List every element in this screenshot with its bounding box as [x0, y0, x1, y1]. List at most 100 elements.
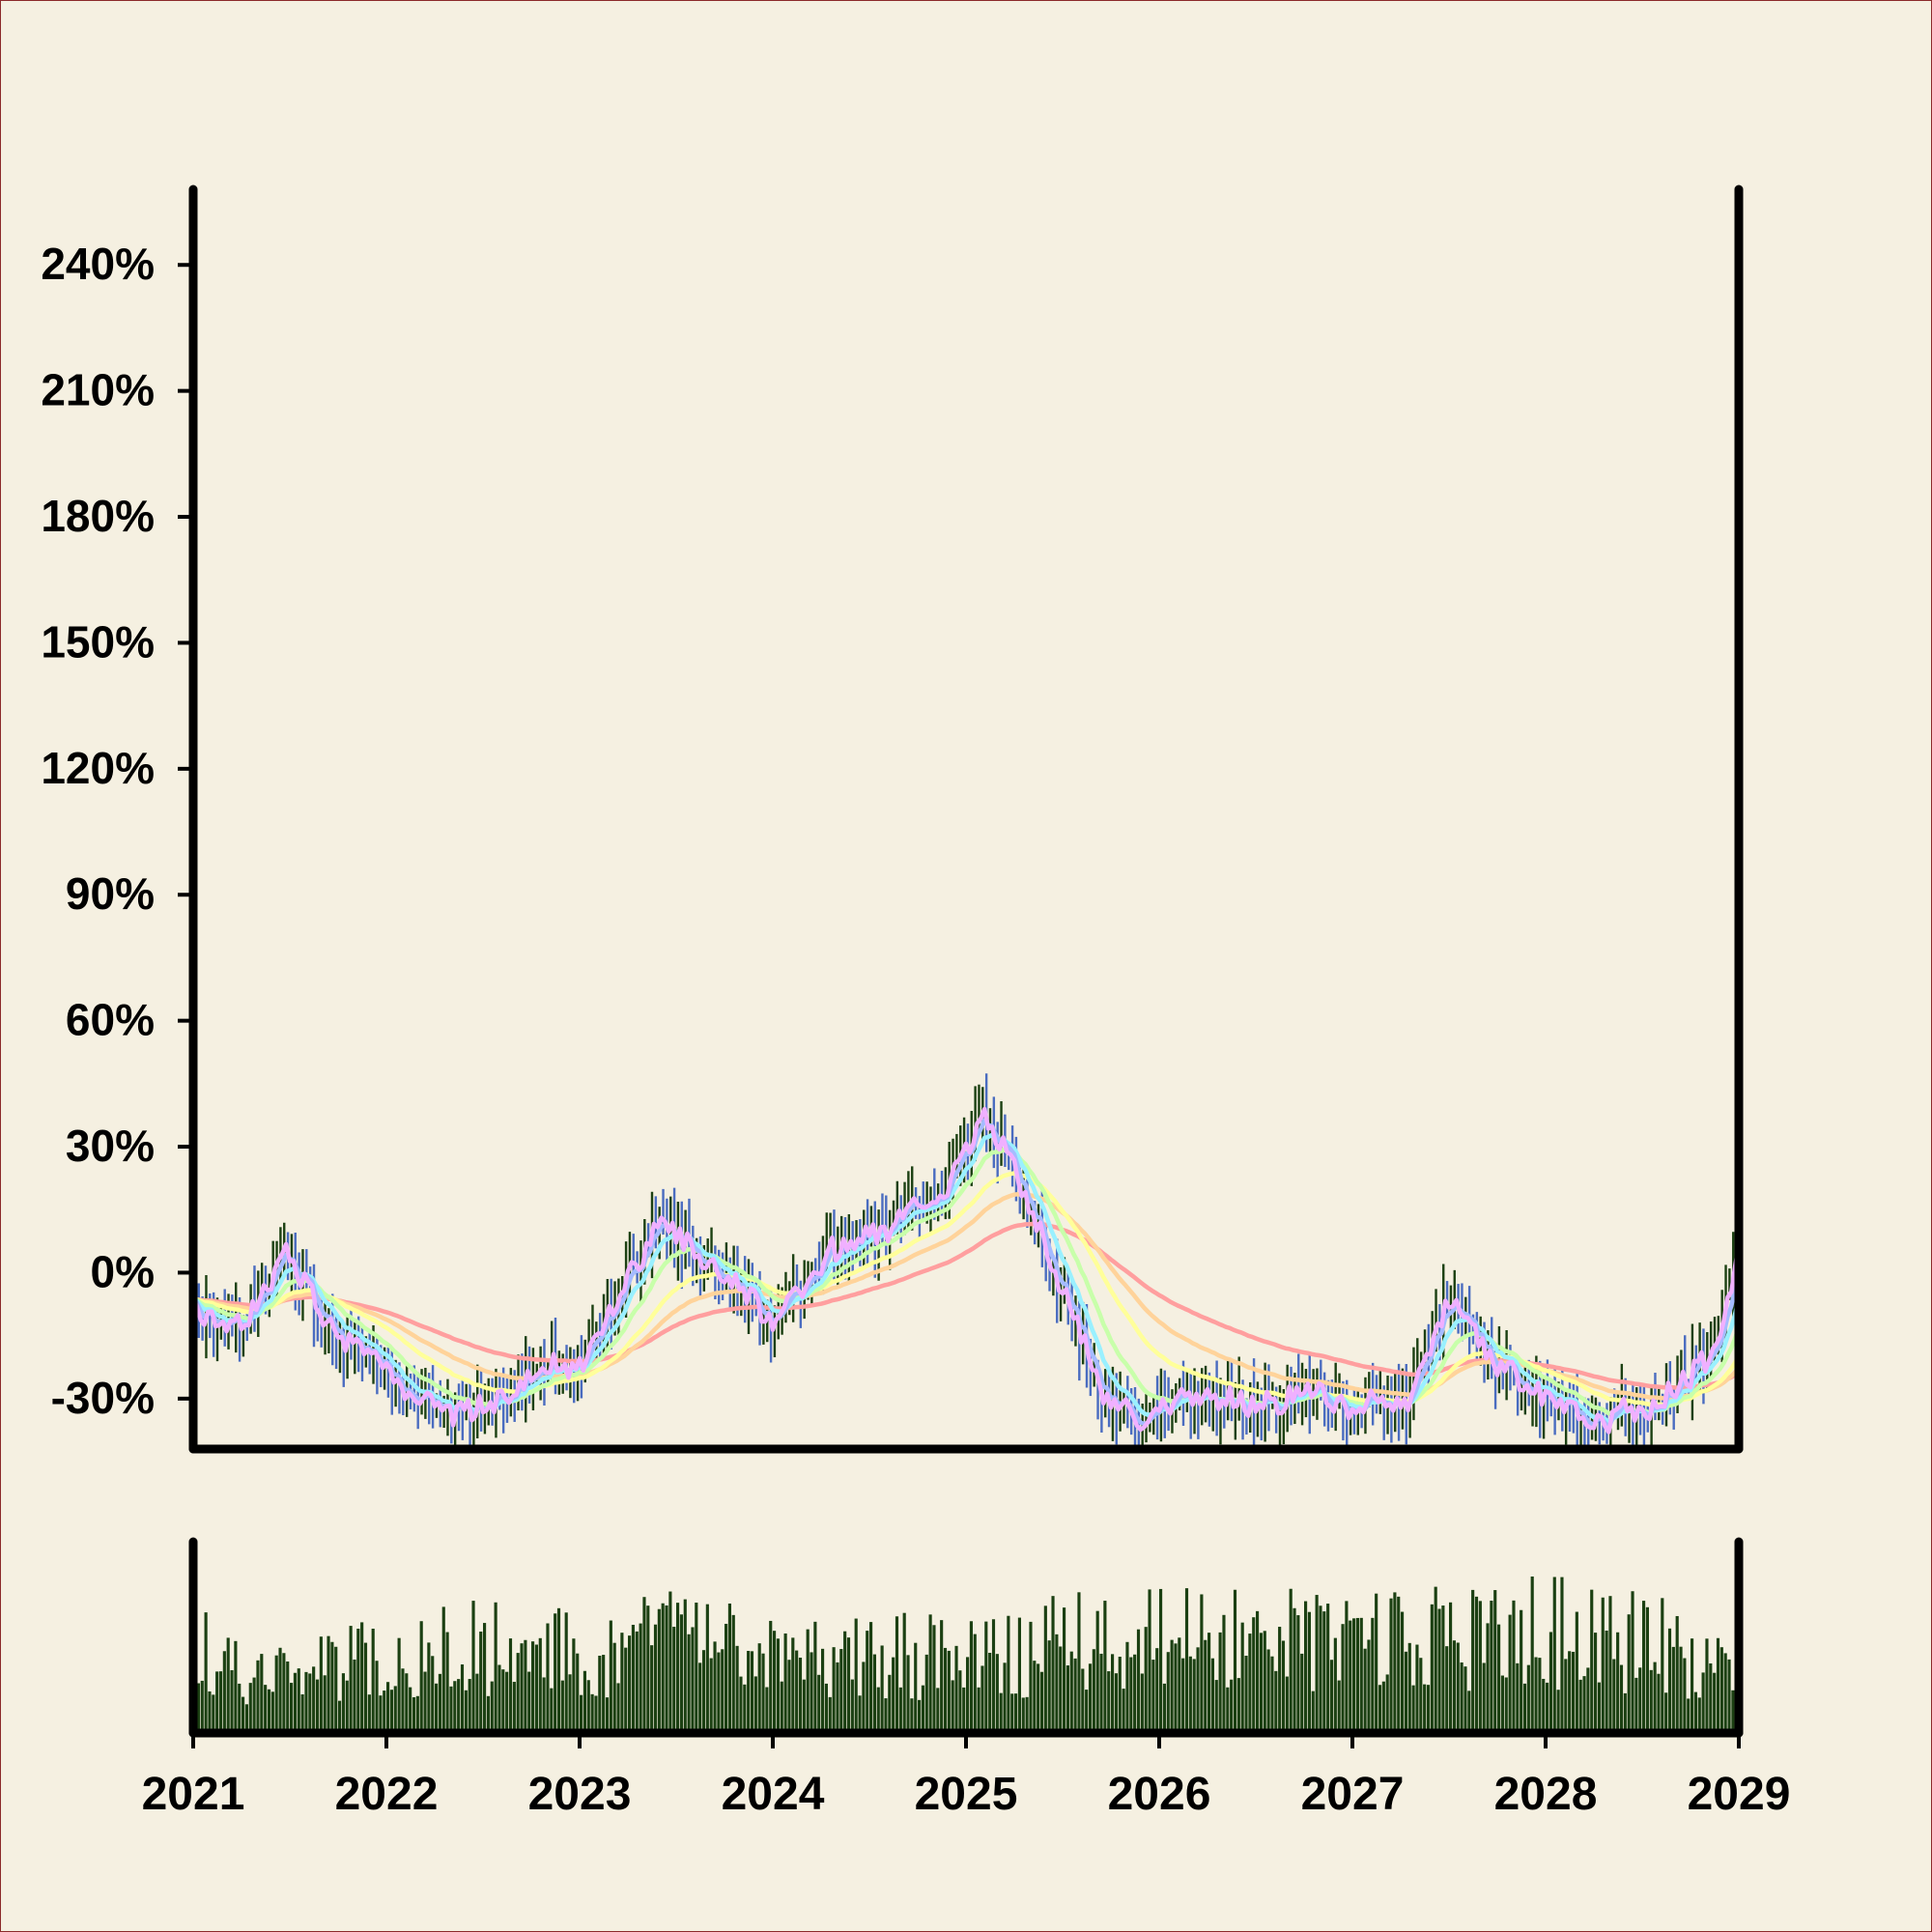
volume-bar — [1136, 1629, 1141, 1733]
volume-bar — [731, 1614, 735, 1733]
volume-bar — [1594, 1633, 1598, 1733]
volume-bar — [1055, 1634, 1059, 1733]
volume-bar — [244, 1704, 248, 1733]
volume-bar — [1025, 1696, 1029, 1733]
volume-bar — [1244, 1655, 1248, 1733]
moving-average-line-3 — [193, 1171, 1739, 1407]
volume-bar — [1240, 1622, 1244, 1733]
volume-bar — [705, 1604, 709, 1733]
volume-bar — [512, 1682, 516, 1733]
volume-bar — [300, 1693, 304, 1733]
volume-bar — [1463, 1666, 1467, 1733]
volume-bar — [1144, 1627, 1148, 1733]
volume-bar — [371, 1629, 375, 1733]
volume-bar — [1623, 1692, 1627, 1733]
volume-bar — [460, 1664, 465, 1733]
volume-bar — [542, 1677, 546, 1733]
volume-bar — [717, 1652, 721, 1733]
volume-bar — [401, 1668, 405, 1733]
volume-bar — [1259, 1633, 1263, 1733]
volume-bar — [441, 1606, 445, 1733]
volume-bar — [282, 1653, 286, 1733]
volume-bar — [1065, 1665, 1069, 1733]
volume-bar — [1226, 1687, 1230, 1733]
volume-bar — [505, 1671, 509, 1733]
volume-bar — [479, 1632, 483, 1733]
volume-bar — [1181, 1658, 1185, 1733]
volume-bar — [1133, 1654, 1137, 1733]
volume-bar — [1556, 1690, 1560, 1733]
volume-bar — [360, 1622, 364, 1733]
volume-bar — [1248, 1634, 1252, 1733]
volume-bar — [501, 1669, 505, 1733]
volume-bar — [958, 1670, 962, 1733]
volume-bar — [869, 1622, 873, 1733]
volume-bar — [1474, 1596, 1479, 1733]
volume-bar — [776, 1638, 780, 1733]
y-tick-label: 240% — [41, 239, 155, 289]
moving-average-lines — [193, 1106, 1739, 1435]
volume-bar — [524, 1639, 527, 1733]
volume-bar — [943, 1647, 948, 1733]
x-tick-label: 2025 — [915, 1769, 1018, 1820]
volume-bar — [1007, 1615, 1010, 1733]
volume-bar — [1690, 1638, 1694, 1733]
volume-bar — [1671, 1646, 1675, 1733]
volume-bar — [1597, 1682, 1601, 1733]
volume-bar — [1170, 1639, 1174, 1733]
volume-bar — [735, 1645, 739, 1733]
volume-bar — [383, 1690, 386, 1733]
volume-bar — [602, 1655, 606, 1733]
volume-bar — [1653, 1662, 1657, 1733]
volume-bar — [1192, 1659, 1196, 1733]
volume-bar — [363, 1642, 368, 1733]
volume-bar — [1349, 1620, 1352, 1733]
volume-bar — [270, 1691, 274, 1733]
volume-bar — [304, 1671, 308, 1733]
volume-bar — [1166, 1652, 1170, 1733]
volume-bar — [783, 1633, 787, 1733]
volume-bar — [1642, 1601, 1646, 1733]
volume-bar — [1375, 1593, 1378, 1733]
volume-bar — [1697, 1697, 1701, 1733]
volume-bar — [980, 1665, 984, 1733]
x-tick-label: 2029 — [1688, 1769, 1791, 1820]
volume-bar — [1029, 1621, 1033, 1733]
volume-bar — [631, 1624, 635, 1733]
volume-bar — [646, 1605, 650, 1733]
volume-bar — [576, 1653, 580, 1733]
volume-bar — [200, 1680, 204, 1733]
volume-bar — [1683, 1658, 1687, 1733]
volume-bar — [780, 1681, 783, 1733]
volume-bar — [1304, 1601, 1308, 1733]
volume-bar — [1092, 1649, 1095, 1733]
y-tick-label: 210% — [41, 365, 155, 415]
volume-bar — [1174, 1643, 1178, 1733]
volume-bar — [679, 1614, 683, 1733]
volume-bar — [642, 1597, 646, 1733]
volume-bar — [252, 1677, 256, 1733]
volume-bar — [1151, 1660, 1155, 1733]
volume-bar — [687, 1634, 691, 1733]
volume-bar — [1605, 1630, 1608, 1733]
volume-bar — [560, 1680, 564, 1733]
volume-bar — [497, 1664, 501, 1733]
volume-bar — [635, 1631, 639, 1733]
volume-bar — [290, 1683, 294, 1733]
volume-bar — [1289, 1588, 1293, 1733]
volume-bar — [554, 1613, 557, 1733]
volume-bar — [806, 1629, 810, 1733]
volume-bar — [1081, 1668, 1085, 1733]
volume-bar — [1389, 1598, 1393, 1733]
volume-bar — [1371, 1617, 1375, 1733]
volume-bar — [676, 1603, 680, 1733]
volume-bar — [1449, 1602, 1453, 1733]
volume-bar — [435, 1683, 439, 1733]
volume-bar — [494, 1602, 497, 1733]
x-tick-label: 2024 — [722, 1769, 825, 1820]
volume-bar — [1010, 1693, 1014, 1733]
volume-bar — [1319, 1605, 1322, 1733]
volume-bar — [594, 1695, 598, 1733]
volume-bar — [854, 1618, 858, 1733]
volume-bar — [338, 1700, 342, 1733]
